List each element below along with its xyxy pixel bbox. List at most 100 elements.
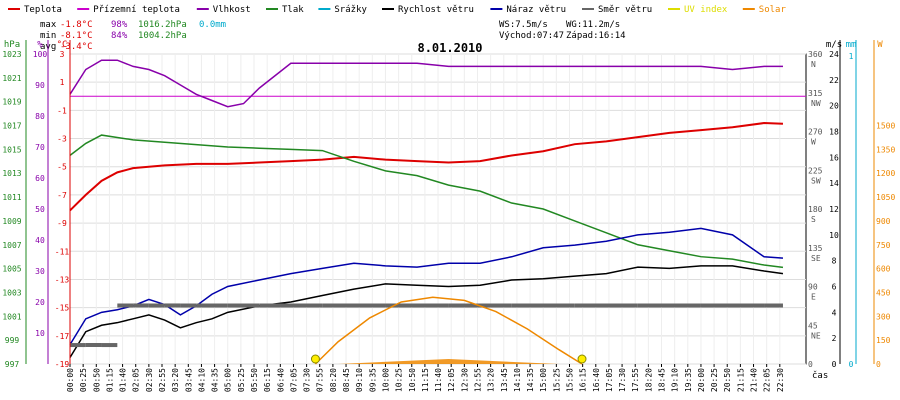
solar-tick: 750 bbox=[876, 241, 891, 250]
x-tick-label: 21:15 bbox=[736, 368, 745, 392]
humidity-axis-tick: 100 bbox=[33, 50, 48, 59]
stat-max-press: 1016.2hPa bbox=[138, 20, 187, 30]
pressure-axis-tick: 997 bbox=[5, 360, 20, 369]
x-tick-label: 20:00 bbox=[697, 368, 706, 392]
x-tick-label: 08:20 bbox=[329, 368, 338, 392]
wind-speed-tick: 2 bbox=[832, 334, 837, 343]
x-tick-label: 07:05 bbox=[289, 368, 298, 392]
x-tick-label: 15:50 bbox=[565, 368, 574, 392]
x-tick-label: 15:00 bbox=[539, 368, 548, 392]
wind-dir-tick: 135 bbox=[808, 244, 823, 253]
x-tick-label: 05:50 bbox=[250, 368, 259, 392]
series-line bbox=[69, 59, 783, 108]
pressure-axis-tick: 1017 bbox=[2, 122, 21, 131]
sun-marker bbox=[310, 354, 320, 364]
humidity-axis-tick: 70 bbox=[35, 143, 45, 152]
legend-label: Směr větru bbox=[598, 5, 652, 15]
x-tick-label: 14:35 bbox=[526, 368, 535, 392]
wind-speed-tick: 20 bbox=[829, 102, 839, 111]
x-tick-label: 05:25 bbox=[237, 368, 246, 392]
legend-label: Tlak bbox=[282, 5, 304, 15]
pressure-axis-unit: hPa bbox=[4, 40, 20, 50]
solar-tick: 900 bbox=[876, 217, 891, 226]
temperature-axis-tick: -19 bbox=[55, 360, 70, 369]
legend-label: UV index bbox=[684, 5, 728, 15]
x-tick-label: 10:25 bbox=[395, 368, 404, 392]
x-tick-label: 01:40 bbox=[119, 368, 128, 392]
temperature-axis-tick: -13 bbox=[55, 275, 70, 284]
x-tick-label: 20:25 bbox=[710, 368, 719, 392]
x-tick-label: 03:45 bbox=[184, 368, 193, 392]
x-tick-label: 16:15 bbox=[579, 368, 588, 392]
x-tick-label: 02:30 bbox=[145, 368, 154, 392]
stat-ws: WS:7.5m/s bbox=[499, 20, 548, 30]
stat-min-hum: 84% bbox=[111, 31, 128, 41]
pressure-axis-tick: 1023 bbox=[2, 50, 21, 59]
humidity-axis-tick: 50 bbox=[35, 205, 45, 214]
x-tick-label: 18:45 bbox=[658, 368, 667, 392]
x-tick-label: 00:00 bbox=[66, 368, 75, 392]
x-tick-label: 10:00 bbox=[381, 368, 390, 392]
pressure-axis-tick: 1009 bbox=[2, 217, 21, 226]
x-tick-label: 00:50 bbox=[92, 368, 101, 392]
axes: hPa9979991001100310051007100910111013101… bbox=[2, 40, 895, 392]
x-tick-label: 09:35 bbox=[368, 368, 377, 392]
pressure-axis-tick: 999 bbox=[5, 336, 20, 345]
x-tick-label: 08:45 bbox=[342, 368, 351, 392]
x-tick-label: 01:15 bbox=[105, 368, 114, 392]
humidity-axis-tick: 20 bbox=[35, 298, 45, 307]
x-axis-label: čas bbox=[812, 370, 828, 381]
temperature-axis-tick: -7 bbox=[57, 191, 67, 200]
humidity-axis-tick: 80 bbox=[35, 112, 45, 121]
x-tick-label: 18:20 bbox=[644, 368, 653, 392]
solar-tick: 1200 bbox=[876, 169, 895, 178]
legend-label: Srážky bbox=[334, 5, 367, 15]
x-tick-label: 04:35 bbox=[211, 368, 220, 392]
rain-tick: 0 bbox=[849, 360, 854, 369]
stat-max-rain: 0.0mm bbox=[199, 20, 226, 30]
wind-speed-tick: 4 bbox=[832, 308, 837, 317]
temperature-axis-tick: -11 bbox=[55, 247, 70, 256]
wind-dir-tick: 315 bbox=[808, 89, 823, 98]
x-tick-label: 16:40 bbox=[592, 368, 601, 392]
pressure-axis-tick: 1011 bbox=[2, 193, 21, 202]
x-tick-label: 13:45 bbox=[500, 368, 509, 392]
wind-speed-tick: 16 bbox=[829, 153, 839, 162]
solar-tick: 1050 bbox=[876, 193, 895, 202]
x-tick-label: 21:40 bbox=[750, 368, 759, 392]
stats-panel: max -1.8°C 98% 1016.2hPa 0.0mm min -8.1°… bbox=[40, 20, 626, 52]
wind-speed-tick: 0 bbox=[832, 360, 837, 369]
wind-speed-tick: 18 bbox=[829, 128, 839, 137]
wind-speed-tick: 12 bbox=[829, 205, 839, 214]
stat-wg: WG:11.2m/s bbox=[566, 20, 620, 30]
temperature-axis-tick: -15 bbox=[55, 304, 70, 313]
x-tick-label: 14:10 bbox=[513, 368, 522, 392]
stat-min-label: min bbox=[40, 31, 56, 41]
temperature-axis-tick: -3 bbox=[57, 135, 67, 144]
series-line bbox=[69, 265, 784, 358]
chart-title: 8.01.2010 bbox=[417, 41, 482, 55]
legend-label: Rychlost větru bbox=[398, 5, 474, 15]
wind-dir-tick: 180 bbox=[808, 205, 823, 214]
legend-label: Solar bbox=[759, 5, 787, 15]
pressure-axis-tick: 1007 bbox=[2, 241, 21, 250]
x-tick-label: 19:10 bbox=[671, 368, 680, 392]
humidity-axis-unit: % bbox=[37, 40, 43, 50]
wind-speed-tick: 14 bbox=[829, 179, 839, 188]
stat-max-temp: -1.8°C bbox=[60, 20, 93, 30]
stat-avg-temp: -3.4°C bbox=[60, 42, 93, 52]
x-tick-label: 00:25 bbox=[79, 368, 88, 392]
wind-speed-unit: m/s bbox=[826, 40, 842, 50]
pressure-axis-tick: 1021 bbox=[2, 74, 21, 83]
wind-speed-tick: 10 bbox=[829, 231, 839, 240]
wind-dir-tick: 270 bbox=[808, 128, 823, 137]
x-tick-label: 17:30 bbox=[618, 368, 627, 392]
x-tick-label: 12:55 bbox=[473, 368, 482, 392]
stat-max-hum: 98% bbox=[111, 20, 128, 30]
wind-dir-tick: 360 bbox=[808, 50, 823, 59]
legend-label: Přízemní teplota bbox=[93, 5, 180, 15]
wind-dir-sub: N bbox=[811, 60, 816, 69]
wind-dir-sub: NE bbox=[811, 331, 821, 340]
humidity-axis-tick: 60 bbox=[35, 174, 45, 183]
temperature-axis-tick: -5 bbox=[57, 163, 67, 172]
